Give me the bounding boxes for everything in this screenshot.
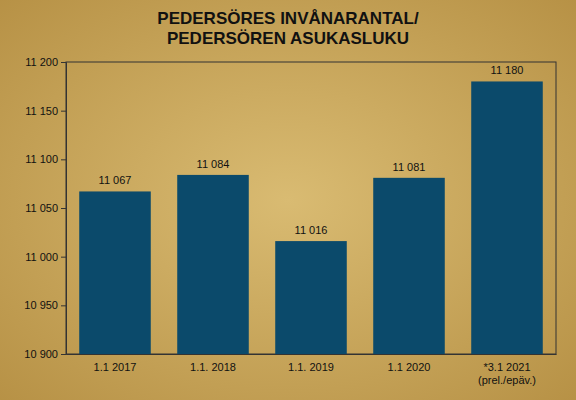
y-tick-label: 11 050 xyxy=(25,202,58,214)
data-label: 11 084 xyxy=(197,158,230,170)
y-tick-label: 11 200 xyxy=(25,56,58,68)
y-tick-label: 11 150 xyxy=(25,105,58,117)
y-axis-line xyxy=(61,63,67,355)
plot-frame xyxy=(66,62,556,354)
data-label: 11 016 xyxy=(295,224,328,236)
data-label: 11 081 xyxy=(393,161,426,173)
background xyxy=(0,0,576,400)
bar xyxy=(79,191,151,354)
y-tick-mark xyxy=(61,257,66,258)
bar xyxy=(471,81,543,354)
y-tick: 11 150 xyxy=(25,105,66,117)
title-line: PEDERSÖREN ASUKASLUKU xyxy=(167,29,409,48)
y-axis: 10 900 10 950 11 000 11 050 11 100 11 150 11 2… xyxy=(24,56,66,360)
plot: 10 900 10 950 11 000 11 050 11 100 11 150 11 2… xyxy=(24,56,556,386)
y-tick-label: 10 950 xyxy=(24,299,58,311)
y-tick: 11 050 xyxy=(25,202,66,214)
y-tick: 10 900 xyxy=(24,348,66,360)
y-tick-mark xyxy=(61,354,66,355)
x-tick-label: 1.1 2017 xyxy=(94,361,137,373)
y-tick-label: 11 000 xyxy=(25,251,58,263)
y-tick: 10 950 xyxy=(24,299,66,311)
bar xyxy=(275,241,347,354)
x-tick-label: 1.1. 2018 xyxy=(190,361,236,373)
y-tick: 11 100 xyxy=(25,153,66,165)
y-tick-mark xyxy=(61,111,66,112)
title: PEDERSÖRES INVÅNARANTAL/PEDERSÖREN ASUKA… xyxy=(157,9,419,48)
x-tick-label: 1.1 2020 xyxy=(388,361,431,373)
y-tick-mark xyxy=(61,305,66,306)
data-label: 11 180 xyxy=(491,64,524,76)
bar xyxy=(373,178,445,354)
bars xyxy=(79,81,543,354)
x-axis-line xyxy=(67,354,557,355)
x-axis xyxy=(67,354,557,355)
title-line: PEDERSÖRES INVÅNARANTAL/ xyxy=(157,9,419,28)
y-tick-mark xyxy=(61,159,66,160)
y-tick: 11 200 xyxy=(25,56,66,68)
y-tick: 11 000 xyxy=(25,251,66,263)
data-label: 11 067 xyxy=(99,174,132,186)
chart: PEDERSÖRES INVÅNARANTAL/PEDERSÖREN ASUKA… xyxy=(0,0,576,400)
x-tick-label: 1.1. 2019 xyxy=(288,361,334,373)
y-tick-label: 11 100 xyxy=(25,153,58,165)
x-tick-label: *3.1 2021(prel./epäv.) xyxy=(478,361,536,386)
y-tick-label: 10 900 xyxy=(24,348,58,360)
y-tick-mark xyxy=(61,62,66,63)
y-tick-mark xyxy=(61,208,66,209)
bar xyxy=(177,175,249,354)
